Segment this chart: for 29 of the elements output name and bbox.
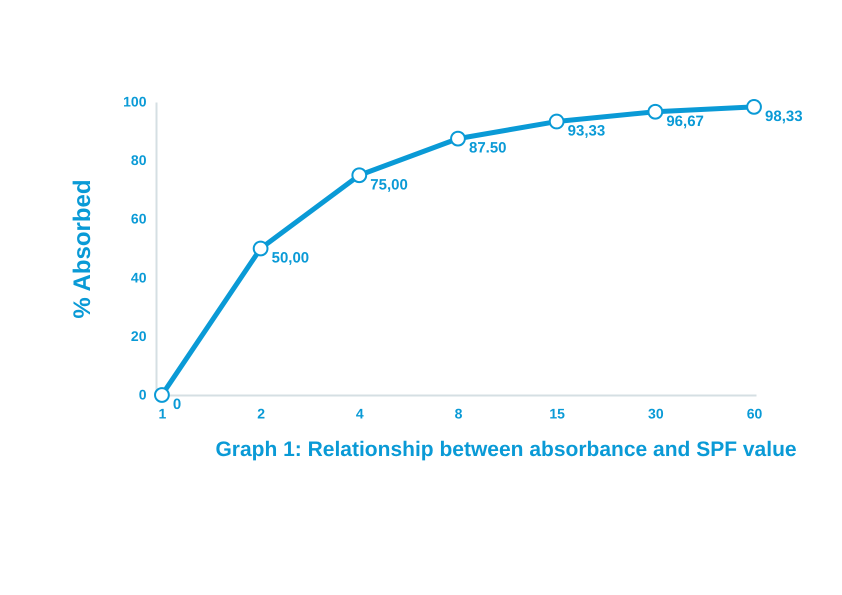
data-label: 50,00 xyxy=(272,250,310,266)
point xyxy=(647,104,664,120)
y-tick-label: 40 xyxy=(130,269,147,286)
x-tick-label: 60 xyxy=(746,406,763,422)
point xyxy=(351,167,368,184)
data-label: 98,33 xyxy=(765,108,803,125)
text: Graph 1: Relationship between absorbance and SPF value xyxy=(215,438,797,461)
point xyxy=(154,387,170,403)
data-label: 93,33 xyxy=(568,122,606,140)
y-tick-label: 0 xyxy=(138,386,147,402)
y-axis-title: % Absorbed xyxy=(69,179,96,319)
point xyxy=(548,114,565,130)
x-tick-label: 8 xyxy=(454,406,463,422)
x-tick-label: 2 xyxy=(257,406,266,422)
y-tick-label: 100 xyxy=(123,94,147,110)
data-label: 75,00 xyxy=(370,176,408,194)
x-tick-label: 4 xyxy=(356,406,364,422)
x-tick-label: 15 xyxy=(549,406,566,422)
x-tick-label: 1 xyxy=(158,406,167,422)
point xyxy=(746,99,762,115)
x-tick-label: 30 xyxy=(648,406,664,422)
point xyxy=(450,130,466,147)
y-tick-label: 80 xyxy=(130,152,147,168)
point xyxy=(252,240,268,256)
y-tick-label: 60 xyxy=(130,210,147,227)
data-label: 96,67 xyxy=(666,112,704,130)
data-label: 0 xyxy=(172,396,182,413)
data-label: 87.50 xyxy=(468,140,507,157)
y-tick-label: 20 xyxy=(130,328,147,344)
